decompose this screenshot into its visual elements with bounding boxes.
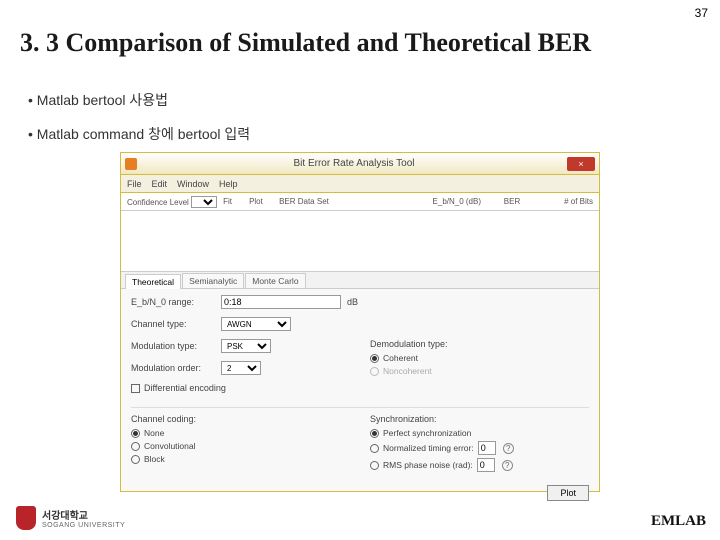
col-ber: BER [487,197,537,206]
sync-timing-input[interactable] [478,441,496,455]
demod-noncoherent-radio [370,367,379,376]
col-dataset: BER Data Set [279,197,339,206]
bullet-item: Matlab bertool 사용법 [28,90,250,110]
demod-coherent-label: Coherent [383,353,418,363]
window-title: Bit Error Rate Analysis Tool [141,158,567,169]
columns-header: Confidence Level Fit Plot BER Data Set E… [121,193,599,211]
tab-montecarlo[interactable]: Monte Carlo [245,273,305,288]
ebno-from-input[interactable] [221,295,341,309]
sync-timing-radio[interactable] [370,444,379,453]
demod-noncoherent-label: Noncoherent [383,366,432,376]
shield-icon [16,506,36,530]
sync-perfect-label: Perfect synchronization [383,428,471,438]
coding-block-radio[interactable] [131,455,140,464]
data-grid [121,211,599,271]
menu-bar: File Edit Window Help [121,175,599,193]
tab-bar: Theoretical Semianalytic Monte Carlo [121,271,599,289]
coding-none-radio[interactable] [131,429,140,438]
channel-label: Channel type: [131,319,221,329]
menu-window[interactable]: Window [177,179,209,189]
slide-title: 3. 3 Comparison of Simulated and Theoret… [20,28,591,58]
col-confidence: Confidence Level [127,198,189,207]
coding-conv-label: Convolutional [144,441,196,451]
diff-checkbox[interactable] [131,384,140,393]
menu-file[interactable]: File [127,179,142,189]
ebno-range-label: E_b/N_0 range: [131,297,221,307]
menu-edit[interactable]: Edit [152,179,168,189]
plot-button[interactable]: Plot [547,485,589,501]
tab-semianalytic[interactable]: Semianalytic [182,273,244,288]
university-logo: 서강대학교 SOGANG UNIVERSITY [16,506,125,530]
form-panel: E_b/N_0 range: dB Channel type: AWGN Mod… [121,289,599,481]
mod-select[interactable]: PSK [221,339,271,353]
col-ebno: E_b/N_0 (dB) [431,197,481,206]
bullet-item: Matlab command 창에 bertool 입력 [28,124,250,144]
coding-block-label: Block [144,454,165,464]
sync-phase-label: RMS phase noise (rad): [383,460,473,470]
menu-help[interactable]: Help [219,179,238,189]
col-plot: Plot [249,197,273,206]
mod-label: Modulation type: [131,341,221,351]
order-select[interactable]: 2 [221,361,261,375]
help-icon[interactable]: ? [502,460,513,471]
footer-label: EMLAB [651,513,706,530]
window-titlebar: Bit Error Rate Analysis Tool × [121,153,599,175]
sync-timing-label: Normalized timing error: [383,443,474,453]
bertool-window: Bit Error Rate Analysis Tool × File Edit… [120,152,600,492]
col-bits: # of Bits [543,197,593,206]
help-icon[interactable]: ? [503,443,514,454]
tab-theoretical[interactable]: Theoretical [125,274,181,289]
confidence-select[interactable] [191,196,217,208]
order-label: Modulation order: [131,363,221,373]
bullet-list: Matlab bertool 사용법 Matlab command 창에 ber… [28,90,250,158]
close-button[interactable]: × [567,157,595,171]
coding-conv-radio[interactable] [131,442,140,451]
ebno-unit: dB [347,297,358,307]
sync-phase-input[interactable] [477,458,495,472]
app-icon [125,158,137,170]
channel-select[interactable]: AWGN [221,317,291,331]
sync-perfect-radio[interactable] [370,429,379,438]
logo-name: 서강대학교 [42,507,125,522]
coding-label: Channel coding: [131,414,350,424]
demod-coherent-radio[interactable] [370,354,379,363]
diff-label: Differential encoding [144,383,226,393]
sync-phase-radio[interactable] [370,461,379,470]
logo-sub: SOGANG UNIVERSITY [42,522,125,529]
col-fit: Fit [223,197,243,206]
page-number: 37 [695,6,708,20]
demod-label: Demodulation type: [370,339,589,349]
coding-none-label: None [144,428,164,438]
sync-label: Synchronization: [370,414,589,424]
